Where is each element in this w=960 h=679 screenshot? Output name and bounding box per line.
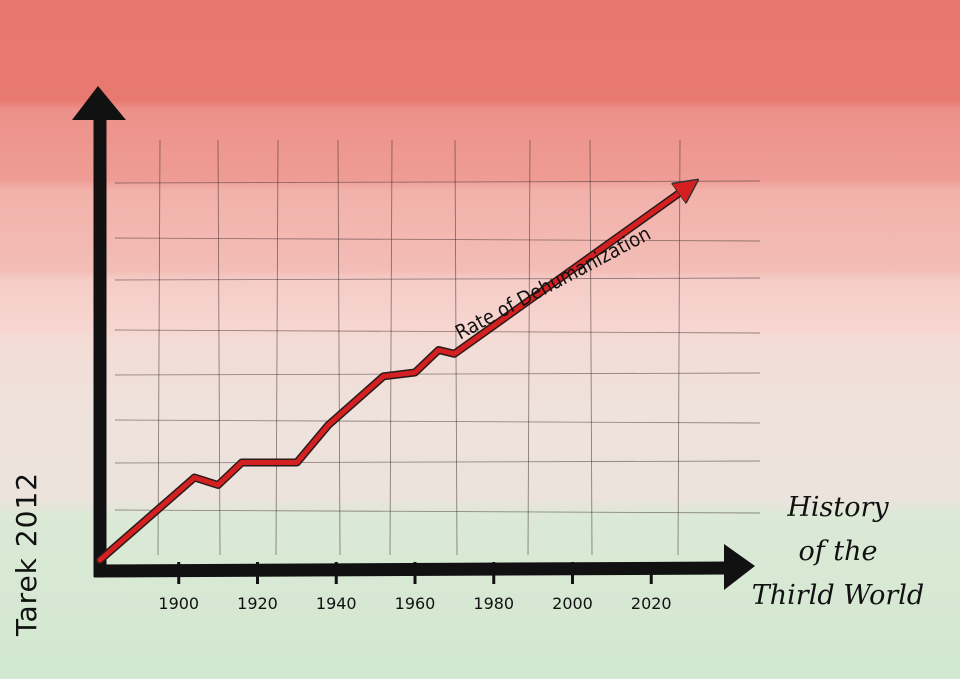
x-tick-label: 1920 xyxy=(237,594,278,613)
grid-line-vertical xyxy=(589,139,593,556)
grid-line-vertical xyxy=(389,139,393,556)
grid-line-horizontal xyxy=(114,419,761,424)
grid-line-vertical xyxy=(217,139,221,556)
x-tick-label: 2020 xyxy=(631,594,672,613)
grid xyxy=(114,139,761,556)
x-axis-arrowhead xyxy=(724,544,755,590)
grid-line-horizontal xyxy=(114,460,761,464)
grid-line-horizontal xyxy=(114,372,761,376)
grid-line-vertical xyxy=(337,139,341,556)
x-ticks: 1900 1920 1940 1960 1980 2000 2020 xyxy=(158,562,672,613)
x-tick-label: 1960 xyxy=(395,594,436,613)
caption-line-1: History xyxy=(787,492,889,523)
caption: History of the Thirld World xyxy=(738,486,938,618)
grid-line-horizontal xyxy=(114,277,761,281)
signature: Tarek 2012 xyxy=(10,471,43,636)
series-line xyxy=(97,185,691,563)
grid-line-horizontal xyxy=(114,329,761,334)
caption-line-3: Thirld World xyxy=(751,580,925,611)
grid-line-vertical xyxy=(275,139,279,556)
x-axis xyxy=(93,561,731,578)
grid-line-vertical xyxy=(157,139,161,556)
x-tick-label: 1900 xyxy=(158,594,199,613)
grid-line-horizontal xyxy=(114,237,761,242)
x-tick-label: 2000 xyxy=(552,594,593,613)
grid-line-vertical xyxy=(677,139,681,556)
series-group xyxy=(96,185,691,564)
grid-line-vertical xyxy=(454,139,458,556)
grid-line-horizontal xyxy=(114,509,761,514)
grid-line-vertical xyxy=(527,139,531,556)
axes xyxy=(72,86,755,590)
grid-line-horizontal xyxy=(114,180,761,184)
caption-line-2: of the xyxy=(798,536,878,567)
x-tick-label: 1980 xyxy=(473,594,514,613)
x-tick-label: 1940 xyxy=(316,594,357,613)
y-axis-arrowhead xyxy=(72,86,126,120)
